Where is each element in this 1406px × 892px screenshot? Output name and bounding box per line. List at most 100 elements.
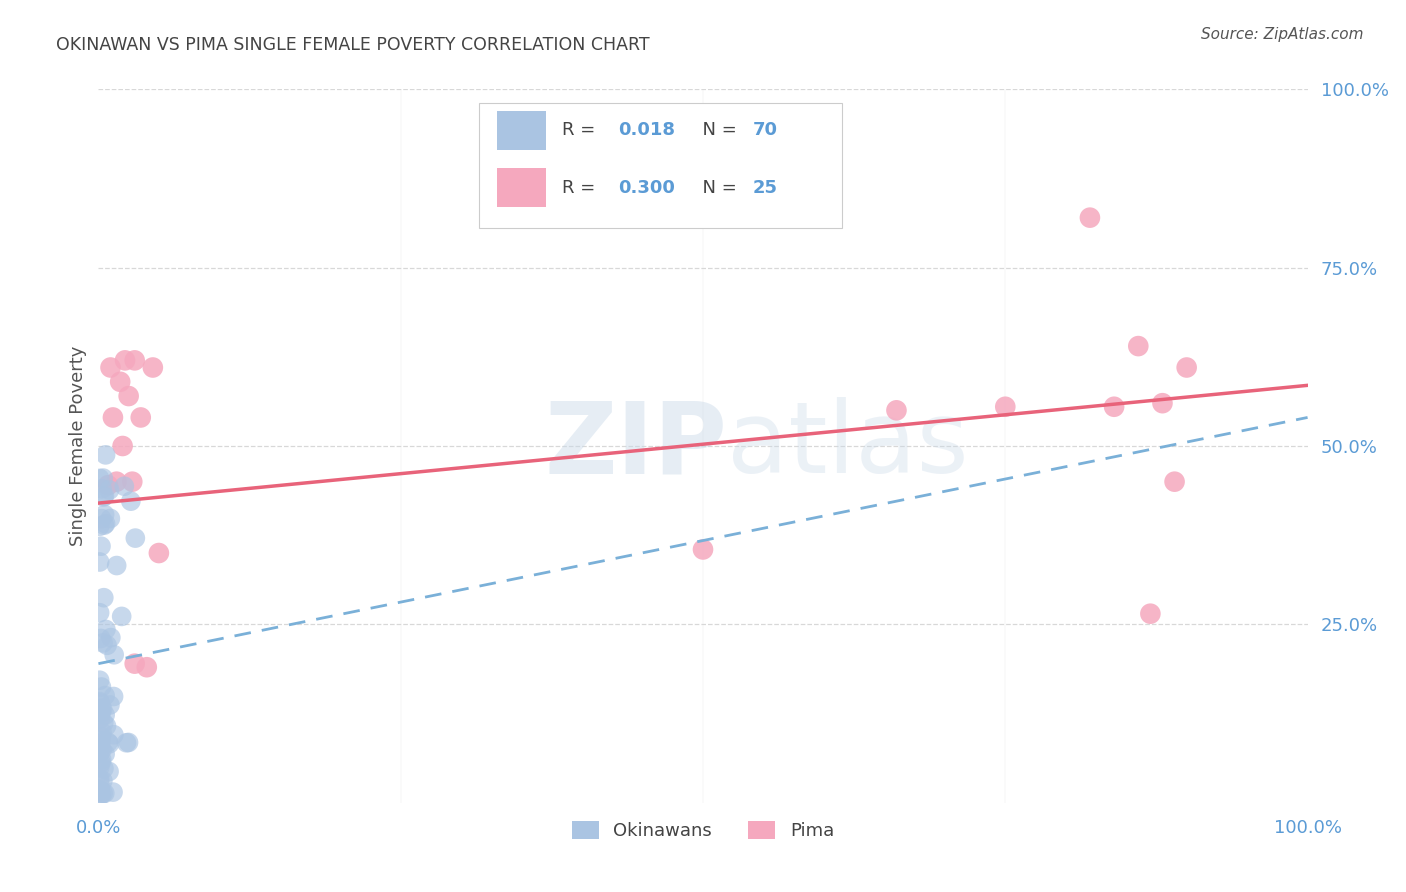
Point — [94, 689, 117, 703]
Point — [89, 746, 111, 760]
Point — [111, 439, 134, 453]
Point — [97, 478, 120, 492]
Point — [91, 743, 114, 757]
Point — [89, 519, 111, 533]
Point — [1152, 396, 1174, 410]
Point — [117, 735, 139, 749]
Text: N =: N = — [690, 121, 742, 139]
Point — [103, 728, 125, 742]
FancyBboxPatch shape — [479, 103, 842, 228]
Point — [120, 494, 142, 508]
Point — [90, 511, 112, 525]
Point — [94, 516, 117, 531]
Point — [124, 657, 146, 671]
Point — [89, 772, 111, 787]
Point — [103, 648, 125, 662]
Point — [89, 733, 111, 747]
Y-axis label: Single Female Poverty: Single Female Poverty — [69, 346, 87, 546]
Point — [886, 403, 908, 417]
Point — [89, 555, 111, 569]
Point — [101, 410, 124, 425]
Point — [93, 762, 115, 776]
Point — [89, 788, 111, 802]
Text: 0.300: 0.300 — [619, 178, 675, 196]
Point — [91, 482, 114, 496]
Point — [90, 539, 112, 553]
Text: 0.018: 0.018 — [619, 121, 675, 139]
Point — [97, 735, 120, 749]
Point — [1128, 339, 1150, 353]
Text: Source: ZipAtlas.com: Source: ZipAtlas.com — [1201, 27, 1364, 42]
Point — [118, 389, 141, 403]
Point — [90, 680, 112, 694]
Point — [89, 695, 111, 709]
Text: atlas: atlas — [727, 398, 969, 494]
Point — [90, 701, 112, 715]
Point — [90, 736, 112, 750]
Point — [100, 360, 122, 375]
Point — [89, 712, 111, 726]
Point — [135, 660, 157, 674]
Point — [105, 558, 128, 573]
Text: 25: 25 — [752, 178, 778, 196]
Point — [91, 702, 114, 716]
Point — [89, 782, 111, 797]
Point — [124, 531, 146, 545]
Point — [91, 471, 114, 485]
Point — [994, 400, 1017, 414]
Point — [112, 479, 135, 493]
Point — [89, 760, 111, 774]
Point — [114, 353, 136, 368]
Text: R =: R = — [561, 178, 600, 196]
Point — [129, 410, 152, 425]
Point — [1163, 475, 1185, 489]
Point — [105, 475, 128, 489]
Point — [108, 375, 131, 389]
Point — [148, 546, 170, 560]
Point — [96, 638, 118, 652]
Bar — [498, 111, 546, 150]
Point — [98, 737, 121, 751]
Point — [1139, 607, 1161, 621]
Point — [100, 631, 122, 645]
Text: ZIP: ZIP — [544, 398, 727, 494]
Point — [91, 636, 114, 650]
Point — [89, 784, 111, 798]
Point — [89, 673, 111, 688]
Point — [115, 736, 138, 750]
Point — [1175, 360, 1198, 375]
Point — [94, 786, 117, 800]
Point — [93, 591, 115, 605]
Point — [124, 353, 146, 368]
Point — [91, 725, 114, 739]
Point — [1078, 211, 1101, 225]
Point — [89, 696, 111, 710]
Point — [90, 788, 112, 802]
Point — [98, 483, 121, 497]
Text: N =: N = — [690, 178, 742, 196]
Point — [93, 489, 115, 503]
Text: OKINAWAN VS PIMA SINGLE FEMALE POVERTY CORRELATION CHART: OKINAWAN VS PIMA SINGLE FEMALE POVERTY C… — [56, 36, 650, 54]
Point — [93, 508, 115, 522]
Point — [89, 775, 111, 789]
Point — [90, 632, 112, 646]
Point — [91, 786, 114, 800]
Point — [98, 698, 121, 712]
Point — [142, 360, 165, 375]
Point — [90, 756, 112, 770]
Point — [98, 764, 121, 779]
Point — [89, 784, 111, 798]
Point — [89, 471, 111, 485]
Point — [96, 719, 118, 733]
Point — [94, 623, 117, 637]
Point — [93, 490, 115, 504]
Point — [90, 752, 112, 766]
Point — [100, 511, 122, 525]
Point — [89, 606, 111, 620]
Point — [90, 730, 112, 744]
Point — [103, 690, 125, 704]
Text: R =: R = — [561, 121, 600, 139]
Point — [94, 747, 117, 761]
Text: 70: 70 — [752, 121, 778, 139]
Point — [93, 518, 115, 533]
